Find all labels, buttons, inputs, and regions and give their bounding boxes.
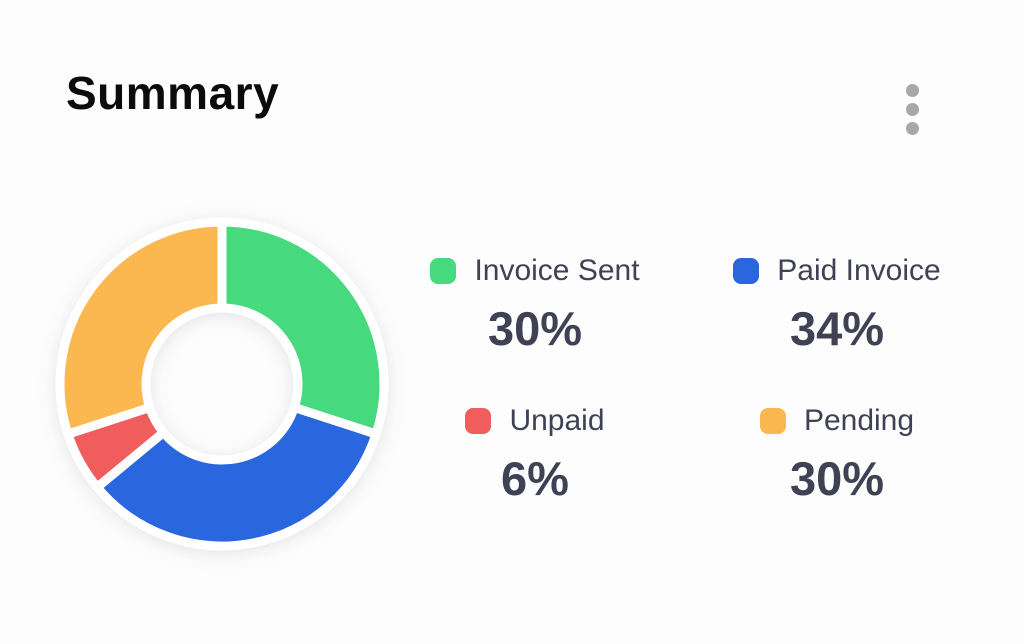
legend-item-paid-invoice: Paid Invoice 34% xyxy=(733,254,941,355)
donut-chart-container xyxy=(52,214,392,554)
kebab-menu-icon xyxy=(906,122,919,135)
page-title: Summary xyxy=(66,67,280,119)
invoice-sent-swatch-icon xyxy=(430,257,457,284)
paid-invoice-swatch-icon xyxy=(733,257,760,284)
donut-segment-pending xyxy=(55,217,227,439)
legend-value: 34% xyxy=(789,302,885,355)
legend-item-unpaid: Unpaid 6% xyxy=(465,404,605,505)
kebab-menu-icon xyxy=(906,84,919,97)
legend-label: Invoice Sent xyxy=(474,254,640,287)
kebab-menu-icon xyxy=(906,103,919,116)
donut-segment-invoice-sent xyxy=(217,217,389,439)
donut-chart xyxy=(55,217,389,551)
legend-item-pending: Pending 30% xyxy=(759,404,915,505)
legend-value: 6% xyxy=(501,452,569,505)
legend-item-invoice-sent: Invoice Sent 30% xyxy=(430,254,640,355)
more-options-button[interactable] xyxy=(898,78,927,141)
unpaid-swatch-icon xyxy=(465,407,492,434)
legend-label: Paid Invoice xyxy=(777,254,941,287)
chart-legend: Invoice Sent 30% Paid Invoice 34% Unpaid… xyxy=(384,254,988,502)
legend-value: 30% xyxy=(487,302,583,355)
donut-segment-paid-invoice xyxy=(92,402,381,551)
legend-value: 30% xyxy=(789,452,885,505)
legend-label: Unpaid xyxy=(509,404,605,437)
pending-swatch-icon xyxy=(759,407,786,434)
legend-label: Pending xyxy=(803,404,915,437)
